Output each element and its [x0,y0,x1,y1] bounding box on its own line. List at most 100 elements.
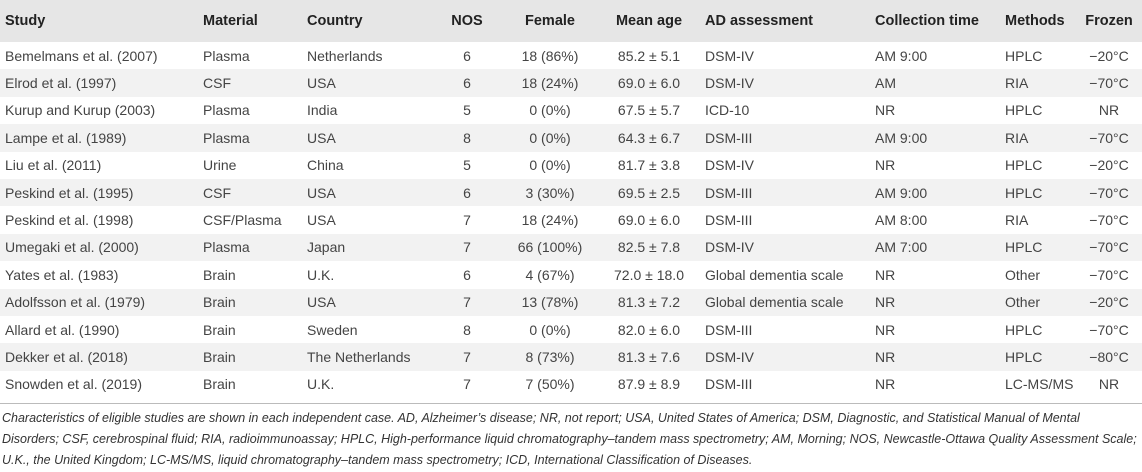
header-collection-time: Collection time [875,13,979,29]
cell-material: CSF [203,184,231,201]
cell-frozen: −70°C [1089,212,1129,229]
cell-study: Elrod et al. (1997) [5,75,117,92]
table-row: Bemelmans et al. (2007) Plasma Netherlands… [0,42,1142,69]
cell-collection-time: AM 7:00 [875,239,928,256]
cell-mean-age: 69.0 ± 6.0 [617,75,681,92]
header-country: Country [307,13,363,29]
cell-ad-assessment: DSM-IV [705,348,754,365]
cell-frozen: −70°C [1089,75,1129,92]
cell-mean-age: 67.5 ± 5.7 [617,102,681,119]
cell-collection-time: NR [875,321,896,338]
cell-country: USA [307,129,336,146]
cell-frozen: NR [1098,102,1120,119]
cell-ad-assessment: DSM-IV [705,239,754,256]
cell-nos: 7 [463,212,471,229]
cell-methods: HPLC [1005,184,1043,201]
cell-female: 0 (0%) [529,129,571,146]
cell-ad-assessment: Global dementia scale [705,266,844,283]
study-characteristics-table: Study Material Country NOS Female Mean a… [0,0,1142,398]
cell-ad-assessment: DSM-IV [705,47,754,64]
table-row: Lampe et al. (1989) Plasma USA 8 0 (0%) 64.3 … [0,124,1142,152]
cell-female: 7 (50%) [525,376,575,393]
table-footnote: Characteristics of eligible studies are … [2,411,1137,467]
cell-country: The Netherlands [307,348,411,365]
table-row: Umegaki et al. (2000) Plasma Japan 7 66 (100… [0,233,1142,262]
cell-material: Urine [203,157,237,174]
header-frozen: Frozen [1085,13,1133,29]
cell-mean-age: 72.0 ± 18.0 [614,266,684,283]
table-row: Snowden et al. (2019) Brain U.K. 7 7 (50%) 87… [0,371,1142,398]
table-row: Allard et al. (1990) Brain Sweden 8 0 (0%) 82… [0,316,1142,343]
cell-collection-time: AM 9:00 [875,129,928,146]
cell-methods: Other [1005,294,1041,311]
cell-mean-age: 81.3 ± 7.6 [617,348,681,365]
cell-female: 4 (67%) [525,266,575,283]
table-row: Adolfsson et al. (1979) Brain USA 7 13 (78%)… [0,288,1142,316]
cell-methods: LC-MS/MS [1005,376,1074,393]
table-row: Kurup and Kurup (2003) Plasma India 5 0 (0%)… [0,97,1142,124]
cell-frozen: −20°C [1089,47,1129,64]
cell-study: Bemelmans et al. (2007) [5,47,158,64]
cell-material: Brain [203,348,236,365]
cell-collection-time: AM [875,75,896,92]
cell-methods: HPLC [1005,102,1043,119]
cell-material: Plasma [203,102,250,119]
cell-study: Snowden et al. (2019) [5,376,142,393]
cell-frozen: −20°C [1089,294,1129,311]
cell-collection-time: NR [875,294,896,311]
cell-material: Plasma [203,47,250,64]
cell-female: 18 (24%) [521,212,579,229]
cell-ad-assessment: ICD-10 [705,102,750,119]
cell-mean-age: 82.5 ± 7.8 [617,239,681,256]
header-mean-age: Mean age [615,13,683,29]
cell-frozen: −70°C [1089,239,1129,256]
cell-frozen: NR [1098,376,1120,393]
header-ad-assessment: AD assessment [705,13,813,29]
cell-country: Sweden [307,321,358,338]
cell-nos: 7 [463,239,471,256]
table-row: Peskind et al. (1998) CSF/Plasma USA 7 18 (2… [0,206,1142,233]
cell-nos: 6 [463,184,471,201]
cell-mean-age: 81.7 ± 3.8 [617,157,681,174]
cell-study: Peskind et al. (1998) [5,212,134,229]
table-row: Yates et al. (1983) Brain U.K. 6 4 (67%) 72.0… [0,261,1142,288]
cell-frozen: −80°C [1089,348,1129,365]
cell-ad-assessment: Global dementia scale [705,294,844,311]
cell-methods: HPLC [1005,47,1043,64]
cell-material: CSF/Plasma [203,212,282,229]
cell-female: 18 (24%) [521,75,579,92]
cell-material: Brain [203,376,236,393]
cell-collection-time: NR [875,348,896,365]
cell-female: 0 (0%) [529,102,571,119]
cell-ad-assessment: DSM-IV [705,75,754,92]
cell-mean-age: 81.3 ± 7.2 [617,294,681,311]
cell-frozen: −70°C [1089,321,1129,338]
table-row: Peskind et al. (1995) CSF USA 6 3 (30%) 69.5 … [0,178,1142,207]
cell-mean-age: 69.0 ± 6.0 [617,212,681,229]
header-methods: Methods [1005,13,1065,29]
cell-collection-time: NR [875,157,896,174]
cell-material: Plasma [203,239,250,256]
cell-female: 0 (0%) [529,321,571,338]
cell-ad-assessment: DSM-III [705,212,753,229]
cell-ad-assessment: DSM-IV [705,157,754,174]
cell-mean-age: 69.5 ± 2.5 [617,184,681,201]
cell-female: 13 (78%) [521,294,579,311]
cell-material: Brain [203,321,236,338]
table-row: Dekker et al. (2018) Brain The Netherlands… [0,343,1142,371]
cell-nos: 5 [463,102,471,119]
cell-nos: 7 [463,376,471,393]
cell-female: 3 (30%) [525,184,575,201]
cell-country: USA [307,75,336,92]
cell-collection-time: AM 8:00 [875,212,928,229]
cell-ad-assessment: DSM-III [705,129,753,146]
header-study: Study [5,13,46,29]
cell-nos: 6 [463,47,471,64]
cell-nos: 8 [463,321,471,338]
cell-country: USA [307,294,336,311]
table-bottom-rule [0,403,1142,404]
cell-nos: 5 [463,157,471,174]
cell-country: Japan [307,239,346,256]
cell-collection-time: NR [875,376,896,393]
